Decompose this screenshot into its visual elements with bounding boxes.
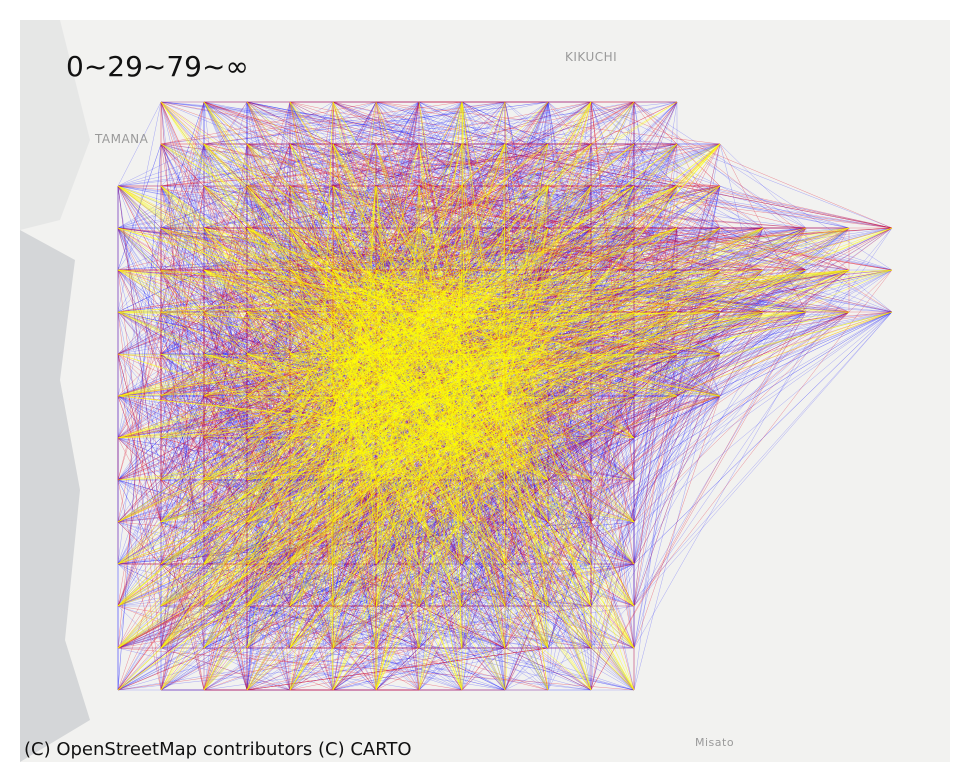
sea-area (20, 230, 90, 762)
place-label-tamana: TAMANA (95, 132, 149, 146)
bay-area (20, 20, 90, 230)
edges-high (117, 101, 893, 691)
place-label-kikuchi: KIKUCHI (565, 50, 618, 64)
map-canvas[interactable]: TAMANA KIKUCHI Misato 0~29~79~∞ (C) Open… (20, 20, 950, 762)
flow-network (20, 20, 893, 762)
legend-title: 0~29~79~∞ (66, 50, 249, 83)
map-attribution: (C) OpenStreetMap contributors (C) CARTO (24, 739, 412, 760)
place-label-misato: Misato (695, 736, 735, 749)
